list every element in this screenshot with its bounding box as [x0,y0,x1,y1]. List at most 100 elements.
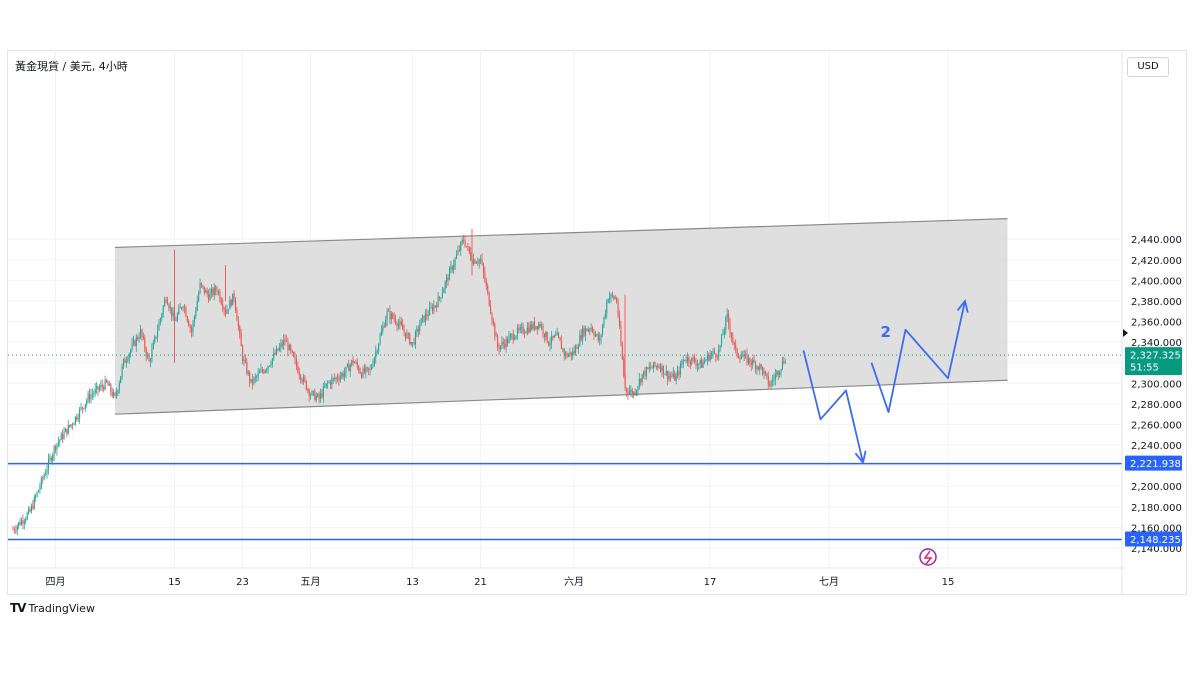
candle-body [505,339,507,348]
candle-body [627,391,629,394]
candle-body [264,370,266,373]
candle-body [118,382,120,391]
candle-body [702,362,704,368]
candle-body [66,428,68,434]
candle-body [291,350,293,353]
candle-body [115,393,118,396]
candle-body [616,298,618,302]
candle-body [654,362,656,366]
candle-body [406,333,408,338]
x-tick-label: 21 [474,577,487,588]
candle-body [447,277,449,281]
candle-body [488,292,490,306]
candle-body [176,314,178,321]
candle-body [145,348,147,357]
candle-body [427,315,429,316]
candle-body [747,357,750,363]
candle-body [760,364,762,367]
candle-body [363,368,366,373]
candle-body [439,296,441,298]
candle-body [473,259,475,265]
candle-body [770,381,772,387]
candle-body [159,318,161,323]
candle-body [521,326,523,328]
candle-body [30,505,33,512]
candle-body [365,367,367,373]
candle-body [603,317,605,327]
candle-body [599,338,601,341]
candle-body [355,362,357,364]
candle-body [587,329,589,331]
candle-body [97,385,99,391]
candle-body [682,360,684,364]
channel-upper-line[interactable] [114,218,1008,249]
candle-body [120,376,122,383]
candle-body [541,325,543,327]
candle-body [385,320,387,327]
candle-body [553,335,555,338]
projection-path-a[interactable] [802,350,864,463]
candle-body [494,323,496,336]
candle-body [254,376,256,378]
candle-body [253,377,255,384]
candle-body [566,353,568,357]
candle-body [259,372,261,374]
candle-body [165,299,167,301]
candle-body [123,358,125,367]
candle-body [399,321,401,324]
candle-body [777,371,779,375]
candle-body [413,342,415,345]
candle-body [463,239,465,241]
candle-body [679,364,682,375]
event-lightning-icon[interactable] [919,548,937,566]
candle-body [470,252,472,260]
candle-body [665,370,667,375]
candle-body [655,365,657,367]
candle-body [15,530,17,532]
candle-body [233,293,235,299]
projection-path-b[interactable] [870,300,966,414]
x-tick-label: 五月 [301,576,321,588]
candle-body [339,376,341,381]
candle-body [128,353,130,360]
candle-body [465,246,468,248]
candle-body [407,333,409,335]
candle-body [12,529,14,531]
candle-body [389,310,391,320]
candle-body [39,486,41,491]
candle-body [412,342,414,343]
candle-body [609,297,611,300]
candle-body [56,443,58,450]
x-tick-label: 七月 [819,576,839,588]
candle-body [46,469,48,474]
candle-body [614,298,616,300]
candle-body [522,326,524,334]
currency-badge[interactable]: USD [1127,57,1169,77]
candle-body [780,368,782,373]
candle-body [240,333,242,347]
candle-body [319,393,322,399]
candle-body [779,372,781,375]
candle-body [379,335,381,345]
candle-body [752,359,754,365]
tradingview-brand[interactable]: TV TradingView [10,601,95,615]
candle-body [558,332,560,338]
candle-body [103,386,105,390]
candle-body [572,351,574,356]
channel-lower-line[interactable] [114,379,1008,415]
candle-body [49,457,51,460]
candle-body [60,433,62,440]
candle-body [297,365,299,373]
candle-body [157,330,159,338]
candle-body [781,360,784,369]
candle-body [716,356,718,358]
candle-body [336,377,339,380]
candle-body [230,300,232,306]
candle-body [226,309,228,314]
x-tick-label: 15 [942,577,955,588]
candle-body [526,327,528,333]
candle-body [108,384,110,386]
candle-body [691,357,693,364]
candle-body [249,372,251,382]
